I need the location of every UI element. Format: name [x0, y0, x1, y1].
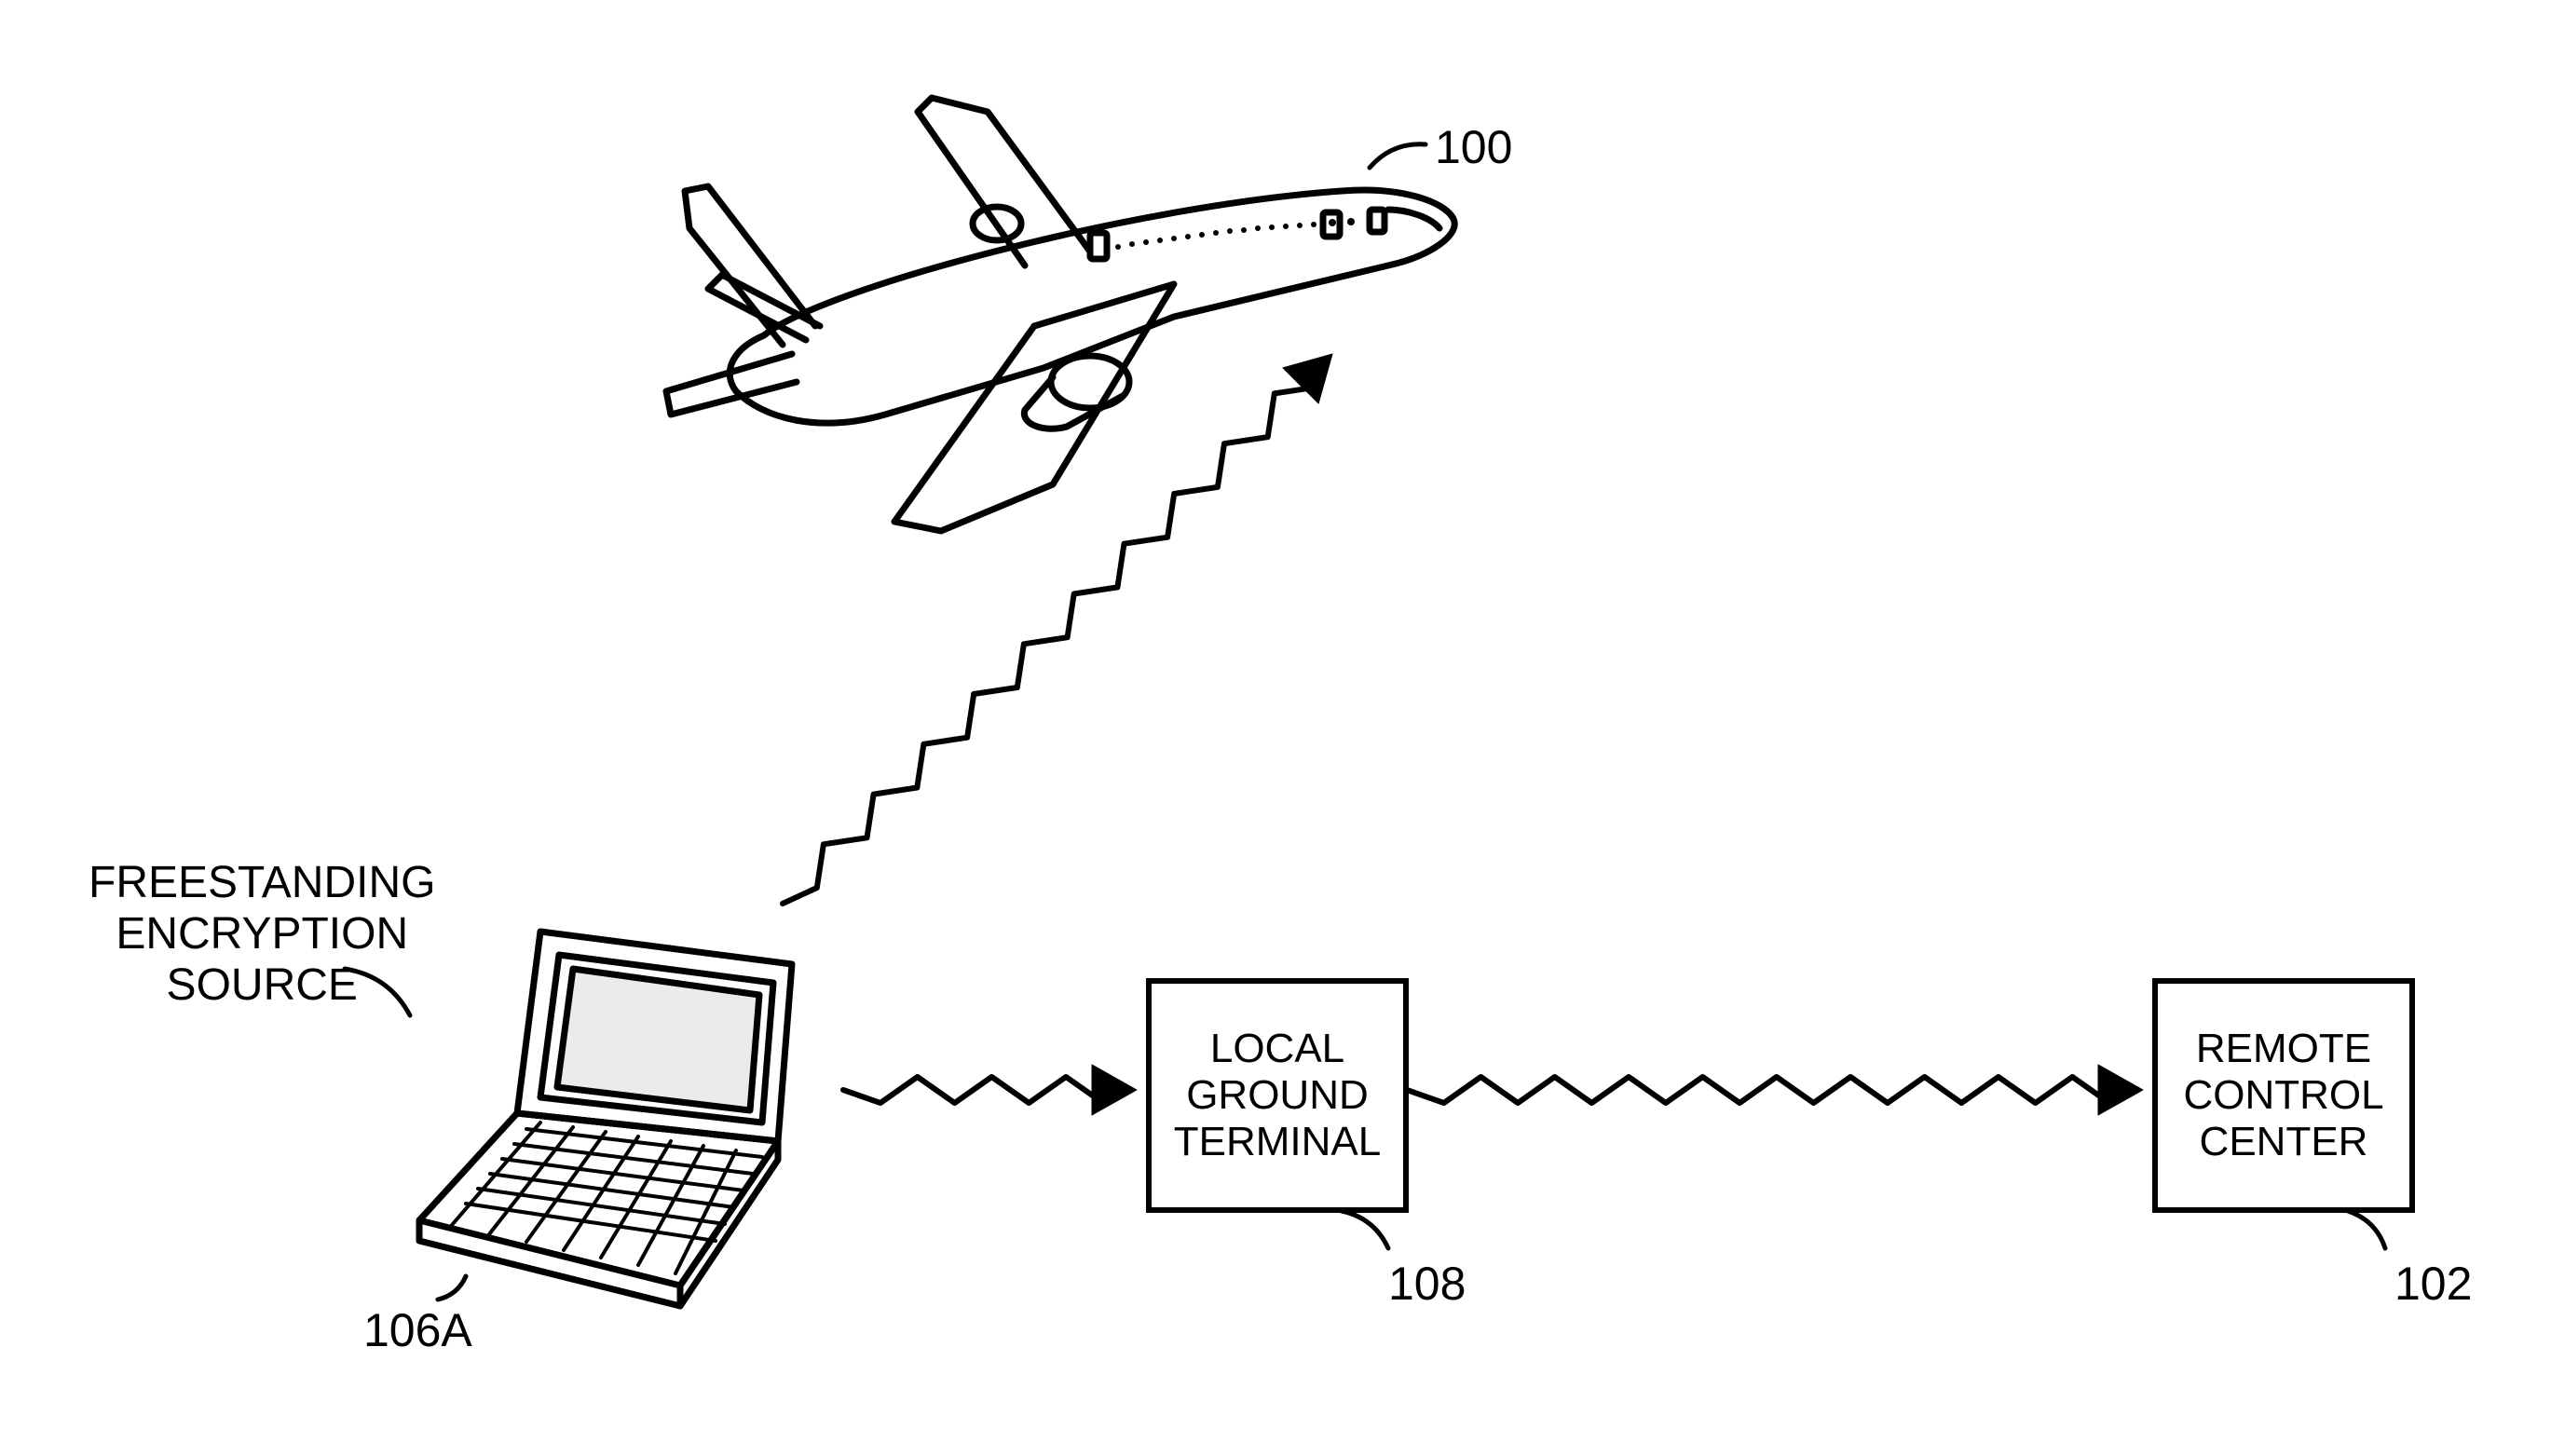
local-ground-terminal-text: LOCAL GROUND TERMINAL	[1174, 1026, 1381, 1165]
remote-control-center-text: REMOTE CONTROL CENTER	[2183, 1026, 2383, 1165]
remote-control-center-box: REMOTE CONTROL CENTER	[2152, 978, 2415, 1213]
ref-num-100: 100	[1435, 121, 1512, 175]
ref-num-102: 102	[2394, 1258, 2472, 1312]
ref-num-108: 108	[1388, 1258, 1466, 1312]
freestanding-encryption-source-label: FREESTANDING ENCRYPTION SOURCE	[89, 857, 435, 1012]
laptop-icon	[401, 913, 848, 1313]
ref-num-106a: 106A	[363, 1304, 472, 1358]
local-ground-terminal-box: LOCAL GROUND TERMINAL	[1146, 978, 1409, 1213]
airplane-icon	[652, 47, 1491, 550]
